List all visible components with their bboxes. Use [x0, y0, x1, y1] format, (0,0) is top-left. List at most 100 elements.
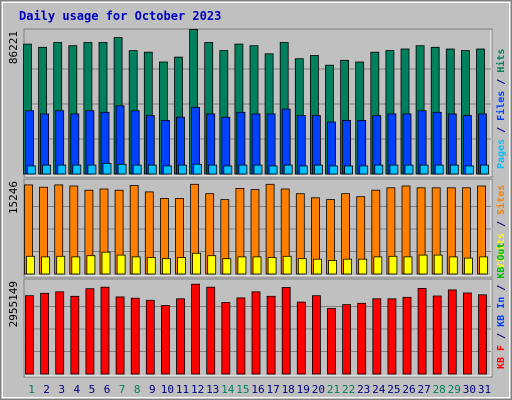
- bar-kb-f-day-1: [25, 295, 34, 375]
- x-tick-label: 13: [206, 383, 219, 396]
- bar-sites-day-22: [343, 258, 353, 275]
- chart-panels: 86221 Pages / Files / Hits 15246 Visits / S…: [7, 28, 507, 378]
- bar-sites-day-16: [252, 256, 262, 275]
- bar-pages-day-12: [193, 163, 203, 175]
- x-tick-label: 22: [342, 383, 355, 396]
- bar-sites-day-9: [146, 257, 156, 275]
- bar-kb-f-day-18: [281, 287, 291, 375]
- bar-kb-f-day-8: [130, 297, 140, 375]
- bar-kb-f-day-2: [40, 292, 49, 375]
- bar-pages-day-17: [268, 165, 278, 175]
- panel-1: 86221 Pages / Files / Hits: [7, 28, 507, 178]
- x-tick-label: 17: [266, 383, 279, 396]
- bar-kb-f-day-11: [176, 298, 185, 375]
- series-sites: [26, 251, 488, 275]
- bar-pages-day-14: [223, 165, 233, 175]
- bar-sites-day-18: [282, 255, 292, 275]
- bar-sites-day-30: [463, 257, 473, 275]
- x-tick-label: 8: [134, 383, 141, 396]
- series-files: [25, 105, 487, 175]
- panel-axis-max-label: 86221: [7, 31, 20, 64]
- bar-kb-f-day-26: [402, 296, 412, 375]
- bar-pages-day-18: [283, 164, 293, 175]
- bar-kb-f-day-12: [191, 283, 201, 375]
- bar-pages-day-21: [329, 165, 338, 175]
- bar-pages-day-28: [434, 164, 444, 175]
- legend-hits: Hits: [495, 49, 507, 73]
- bar-kb-f-day-22: [342, 304, 352, 375]
- x-tick-label: 1: [28, 383, 35, 396]
- bar-kb-f-day-15: [236, 297, 246, 375]
- x-tick-label: 21: [327, 383, 340, 396]
- bar-files-day-19: [296, 115, 306, 175]
- x-tick-label: 5: [89, 383, 96, 396]
- x-tick-label: 31: [478, 383, 491, 396]
- bar-sites-day-6: [101, 251, 111, 275]
- x-tick-label: 30: [463, 383, 476, 396]
- bar-kb-f-day-30: [462, 292, 472, 375]
- x-tick-label: 18: [282, 383, 295, 396]
- bar-pages-day-5: [87, 164, 97, 175]
- legend-kb-in: KB In: [496, 297, 507, 327]
- bar-kb-f-day-28: [432, 295, 442, 375]
- legend-pages: Pages: [496, 139, 507, 169]
- x-tick-label: 9: [149, 383, 156, 396]
- bar-sites-day-26: [403, 256, 413, 275]
- x-tick-label: 7: [119, 383, 126, 396]
- panel-legend: Pages / Files / Hits: [495, 49, 507, 169]
- x-tick-label: 26: [402, 383, 415, 396]
- legend-kb-f: KB F: [496, 345, 507, 369]
- bar-kb-f-day-6: [100, 286, 110, 375]
- bar-pages-day-3: [57, 164, 67, 175]
- bar-pages-day-20: [313, 164, 323, 175]
- bar-kb-f-day-24: [372, 298, 382, 375]
- x-axis-tick-labels: 1 2 3 4 5 6 7 8 9 10 11 12 13 14 15 16 17 18 19 20 21 22 23 24 2…: [28, 383, 491, 396]
- bar-pages-day-29: [449, 164, 459, 175]
- bar-kb-f-day-16: [251, 291, 261, 375]
- bar-pages-day-27: [419, 164, 429, 175]
- bar-kb-f-day-7: [115, 296, 125, 375]
- bar-pages-day-13: [208, 164, 218, 175]
- bar-kb-f-day-25: [387, 298, 397, 375]
- bar-sites-day-7: [116, 254, 126, 275]
- bar-files-day-3: [55, 110, 65, 175]
- bar-pages-day-7: [117, 163, 127, 175]
- bar-pages-day-9: [147, 164, 157, 175]
- bar-sites-day-24: [373, 256, 383, 275]
- bar-sites-day-28: [433, 254, 443, 275]
- x-tick-label: 3: [58, 383, 65, 396]
- legend-sites: Sites: [495, 185, 507, 215]
- bar-sites-day-4: [71, 256, 81, 275]
- legend-visits: Visits: [495, 233, 507, 269]
- bar-kb-f-day-29: [447, 289, 457, 375]
- legend-separator: /: [496, 327, 507, 345]
- bar-kb-f-day-31: [478, 294, 487, 375]
- bar-files-day-14: [221, 116, 231, 175]
- bar-kb-f-day-23: [357, 302, 367, 375]
- bar-kb-f-day-19: [296, 301, 306, 375]
- bar-files-day-27: [417, 110, 427, 175]
- series-kb-f: [25, 283, 487, 375]
- x-tick-label: 14: [221, 383, 235, 396]
- bar-kb-f-day-20: [311, 295, 321, 375]
- bar-sites-day-23: [358, 258, 368, 275]
- legend-files: Files: [495, 91, 507, 121]
- bar-sites-day-17: [267, 257, 277, 275]
- x-tick-label: 20: [312, 383, 325, 396]
- bar-files-day-17: [266, 113, 276, 175]
- bar-sites-day-20: [312, 258, 322, 275]
- bar-sites-day-10: [161, 258, 171, 275]
- bar-kb-f-day-17: [266, 295, 276, 375]
- x-tick-label: 29: [448, 383, 461, 396]
- bar-sites-day-2: [41, 256, 50, 275]
- bar-pages-day-31: [480, 164, 489, 175]
- bar-kb-f-day-3: [55, 291, 65, 375]
- x-tick-label: 23: [357, 383, 370, 396]
- bar-sites-day-1: [26, 255, 35, 275]
- legend-separator: /: [496, 73, 507, 91]
- x-tick-label: 2: [43, 383, 50, 396]
- bar-kb-f-day-4: [70, 295, 80, 375]
- bar-pages-day-26: [404, 164, 414, 175]
